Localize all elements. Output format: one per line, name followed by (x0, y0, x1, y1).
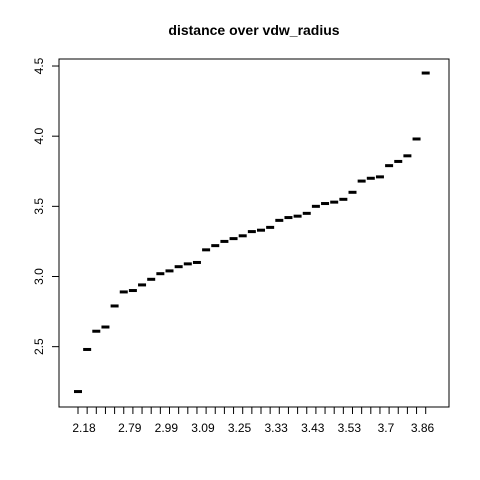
x-tick-label: 2.18 (72, 421, 96, 435)
x-tick-label: 3.86 (411, 421, 435, 435)
y-tick-label: 2.5 (32, 338, 46, 355)
x-tick-label: 3.53 (338, 421, 362, 435)
y-tick-label: 4.5 (32, 57, 46, 74)
chart-title: distance over vdw_radius (168, 22, 339, 38)
y-tick-label: 3.0 (32, 268, 46, 285)
y-tick-label: 3.5 (32, 198, 46, 215)
x-tick-label: 3.33 (264, 421, 288, 435)
x-tick-label: 3.7 (378, 421, 395, 435)
y-tick-label: 4.0 (32, 128, 46, 145)
x-axis: 2.18 2.79 2.99 3.09 3.25 3.33 3.43 3.53 3.7 3.86 (72, 406, 435, 435)
y-axis: 2.5 3.0 3.5 4.0 4.5 (32, 57, 60, 355)
x-tick-label: 3.09 (191, 421, 215, 435)
x-tick-label: 2.99 (155, 421, 179, 435)
x-tick-label: 2.79 (118, 421, 142, 435)
data-marks (74, 71, 430, 394)
x-tick-label: 3.25 (228, 421, 252, 435)
x-tick-label: 3.43 (301, 421, 325, 435)
